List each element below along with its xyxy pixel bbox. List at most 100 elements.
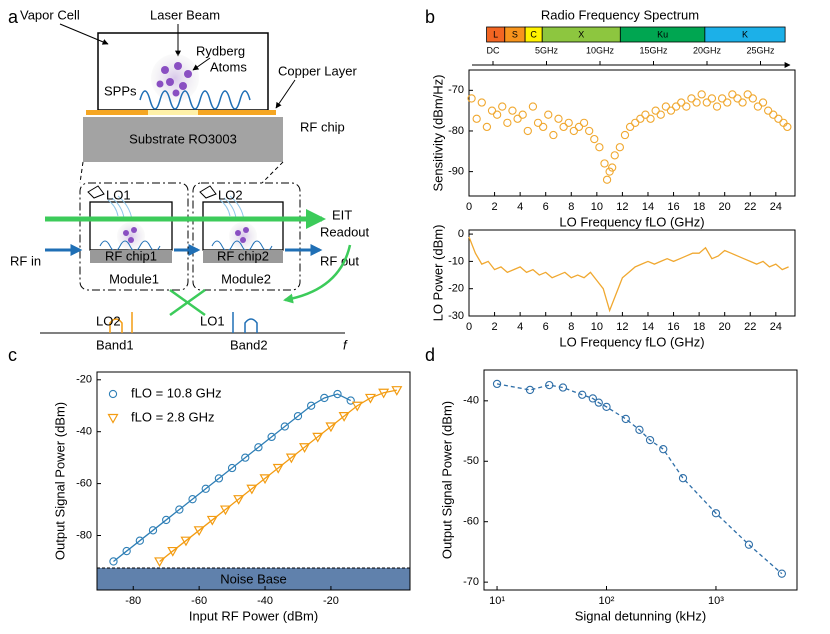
data-point — [188, 495, 197, 504]
data-point — [588, 394, 597, 403]
data-point — [109, 557, 118, 566]
data-point — [600, 159, 609, 168]
horn — [87, 185, 105, 199]
data-point — [564, 118, 573, 127]
label: Band2 — [230, 337, 268, 352]
x-axis-label: LO Frequency fLO (GHz) — [559, 214, 704, 229]
x-tick-label: 10² — [599, 595, 615, 607]
data-point — [135, 536, 144, 545]
x-tick-label: 20 — [719, 321, 731, 333]
data-point — [594, 398, 603, 407]
data-point — [769, 110, 778, 119]
x-tick-label: -20 — [323, 595, 339, 607]
data-point — [498, 102, 507, 111]
substrate — [83, 117, 283, 162]
data-point — [544, 110, 553, 119]
horn — [199, 185, 217, 199]
data-point — [748, 94, 757, 103]
data-point — [193, 526, 205, 537]
data-point — [559, 122, 568, 132]
data-point — [259, 474, 271, 485]
data-point — [307, 401, 316, 410]
data-point — [154, 557, 166, 568]
data-point — [687, 94, 696, 103]
data-point — [682, 102, 691, 111]
data-point — [631, 118, 640, 127]
data-point — [625, 122, 635, 132]
label: Rydberg — [196, 43, 245, 58]
label: LO1 — [106, 187, 131, 202]
spectrum-tick-label: 20GHz — [693, 45, 722, 55]
x-tick-label: 4 — [517, 201, 523, 213]
data-point — [712, 102, 722, 111]
series-line — [159, 389, 397, 562]
module — [79, 182, 189, 291]
data-point — [513, 114, 522, 123]
x-tick-label: 22 — [744, 321, 756, 333]
y-tick-label: -80 — [448, 125, 464, 137]
data-point — [162, 515, 171, 525]
band-label: X — [578, 29, 584, 39]
spectrum-tick-label: DC — [487, 45, 500, 55]
label: LO2 — [96, 313, 121, 328]
arrow — [59, 23, 109, 45]
label: Substrate RO3003 — [129, 131, 237, 146]
data-point — [585, 126, 594, 136]
band — [244, 318, 258, 333]
data-point — [743, 90, 752, 99]
label: RF chip2 — [217, 248, 269, 263]
data-point — [346, 396, 355, 405]
data-point — [595, 143, 604, 152]
data-point — [122, 546, 131, 556]
data-point — [702, 98, 711, 107]
x-axis-label: LO Frequency fLO (GHz) — [559, 334, 704, 349]
data-point — [338, 412, 350, 422]
legend-label: fLO = 2.8 GHz — [131, 409, 214, 424]
x-tick-label: -60 — [191, 595, 207, 607]
data-point — [533, 118, 543, 127]
data-point — [692, 98, 701, 107]
data-point — [636, 114, 645, 123]
label: Copper Layer — [278, 63, 357, 78]
legend-label: fLO = 10.8 GHz — [131, 385, 222, 400]
x-tick-label: 10 — [591, 201, 603, 213]
y-tick-label: -20 — [448, 283, 464, 295]
data-point — [364, 393, 376, 404]
spectrum-tick-label: 10GHz — [586, 45, 615, 55]
data-point — [219, 505, 232, 516]
data-point — [538, 122, 548, 132]
y-axis-label: Output Signal Power (dBm) — [52, 402, 67, 560]
band-label: C — [530, 29, 537, 39]
series-line — [468, 236, 789, 313]
spectrum-tick-label: 25GHz — [746, 45, 775, 55]
data-point — [574, 122, 584, 132]
spectrum-tick-label: 15GHz — [639, 45, 668, 55]
label: Band1 — [96, 337, 134, 352]
data-point — [744, 540, 754, 549]
data-point — [320, 393, 329, 403]
data-point — [492, 110, 502, 119]
data-point — [467, 94, 476, 103]
data-point — [175, 505, 184, 514]
gap — [148, 110, 198, 115]
x-axis-label: Input RF Power (dBm) — [189, 608, 318, 623]
data-point — [487, 106, 497, 115]
y-tick-label: -90 — [448, 166, 464, 178]
data-point — [558, 383, 568, 392]
data-point — [518, 110, 527, 119]
data-point — [477, 98, 486, 107]
data-point — [525, 385, 535, 395]
legend-marker — [108, 389, 118, 399]
x-tick-label: 18 — [693, 201, 705, 213]
x-tick-label: 12 — [616, 321, 628, 333]
label: EIT — [332, 207, 352, 222]
label: f — [343, 337, 348, 352]
label: Vapor Cell — [20, 7, 80, 22]
data-point — [503, 118, 512, 127]
data-point — [578, 390, 587, 399]
label: LO1 — [200, 313, 225, 328]
data-point — [646, 114, 655, 123]
diagram: Vapor Cell Laser Beam Rydberg Atoms SPPs… — [10, 7, 370, 352]
